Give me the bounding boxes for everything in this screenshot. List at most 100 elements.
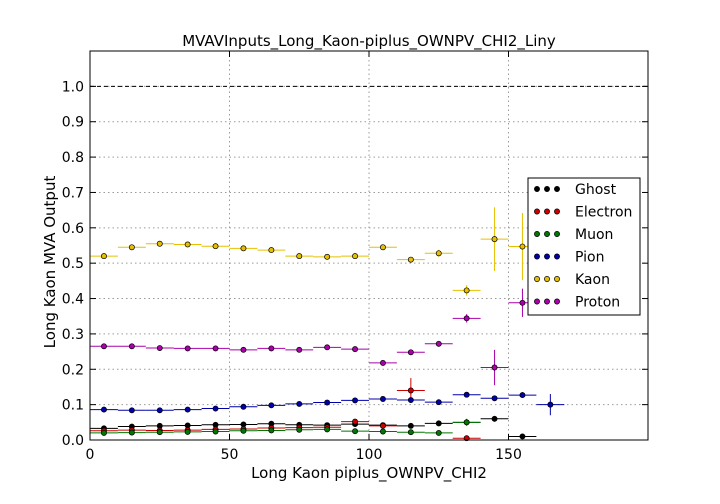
y-tick-label: 0.1 <box>62 398 84 414</box>
data-point <box>240 346 247 353</box>
data-point <box>519 243 526 250</box>
data-point <box>324 399 331 406</box>
legend-label: Proton <box>575 295 620 311</box>
data-point <box>380 396 386 402</box>
data-point <box>491 395 498 402</box>
data-point <box>100 406 107 413</box>
data-point <box>435 340 442 347</box>
data-point <box>240 245 247 252</box>
data-point <box>435 399 442 406</box>
data-point <box>519 392 526 399</box>
data-point <box>240 427 247 434</box>
x-tick-label: 50 <box>221 447 239 463</box>
series-electron <box>90 378 481 442</box>
data-point <box>407 387 414 394</box>
data-point <box>324 426 331 433</box>
legend-marker <box>534 298 540 305</box>
data-point <box>352 346 358 353</box>
data-point <box>324 344 331 351</box>
data-point <box>407 349 414 356</box>
x-axis-label: Long Kaon piplus_OWNPV_CHI2 <box>251 464 487 483</box>
data-point <box>435 250 442 257</box>
y-axis-label: Long Kaon MVA Output <box>41 176 59 349</box>
legend-marker <box>554 298 560 305</box>
data-point <box>212 345 219 352</box>
legend-label: Ghost <box>575 182 617 198</box>
legend-marker <box>554 231 560 237</box>
data-point <box>463 287 470 294</box>
data-point <box>463 419 470 426</box>
x-tick-label: 0 <box>86 447 95 463</box>
data-point <box>240 403 247 410</box>
series-proton <box>90 288 537 386</box>
data-point <box>463 315 470 322</box>
data-point <box>519 433 526 440</box>
data-point <box>212 405 219 412</box>
legend-box <box>527 177 641 316</box>
y-tick-label: 0.5 <box>62 256 84 272</box>
chart-title: MVAVInputs_Long_Kaon-piplus_OWNPV_CHI2_L… <box>182 32 556 51</box>
data-point <box>156 429 163 436</box>
legend-marker <box>544 276 550 282</box>
x-tick-label: 100 <box>356 447 383 463</box>
legend-marker <box>554 253 560 260</box>
data-point <box>380 359 386 366</box>
data-point <box>100 343 107 350</box>
legend-marker <box>534 208 540 215</box>
data-point <box>407 256 414 263</box>
data-point <box>128 244 135 251</box>
legend-label: Electron <box>575 205 632 221</box>
data-point <box>268 345 275 352</box>
data-point <box>184 241 191 248</box>
data-point <box>212 428 219 435</box>
data-point <box>268 427 275 434</box>
legend-marker <box>544 186 550 192</box>
y-tick-label: 0.7 <box>62 185 84 201</box>
data-point <box>184 345 191 352</box>
data-point <box>491 364 498 371</box>
legend-marker <box>554 276 560 282</box>
legend-marker <box>554 186 560 192</box>
series-muon <box>90 418 481 436</box>
data-point <box>128 429 135 436</box>
data-point <box>380 428 386 435</box>
data-point <box>156 407 163 414</box>
y-tick-label: 0.4 <box>62 292 84 308</box>
series-kaon <box>90 207 537 296</box>
legend: Ghost Electron Muon Pion Kaon Proton <box>527 177 641 316</box>
data-point <box>435 420 442 427</box>
y-tick-label: 0.9 <box>62 115 84 131</box>
data-point <box>268 247 275 254</box>
data-point <box>296 346 303 353</box>
data-point <box>128 407 135 414</box>
data-point <box>212 243 219 250</box>
data-point <box>352 253 358 260</box>
legend-label: Kaon <box>575 272 610 288</box>
y-tick-label: 0.8 <box>62 150 84 166</box>
legend-marker <box>544 298 550 305</box>
legend-marker <box>544 208 550 215</box>
data-point <box>435 429 442 436</box>
legend-marker <box>534 231 540 237</box>
data-point <box>128 343 135 350</box>
data-point <box>352 397 358 404</box>
legend-marker <box>534 253 540 260</box>
x-tick-label: 150 <box>495 447 522 463</box>
data-point <box>100 429 107 436</box>
data-point <box>380 244 386 251</box>
y-tick-label: 0.6 <box>62 221 84 237</box>
legend-marker <box>544 253 550 260</box>
data-point <box>184 406 191 413</box>
y-tick-label: 0.0 <box>62 433 84 449</box>
legend-marker <box>544 231 550 237</box>
legend-marker <box>534 186 540 192</box>
data-point <box>407 397 414 403</box>
data-point <box>352 418 358 425</box>
data-point <box>407 422 414 429</box>
data-point <box>268 402 275 409</box>
data-point <box>184 428 191 435</box>
data-point <box>380 422 386 429</box>
data-point <box>156 345 163 352</box>
legend-label: Pion <box>575 250 604 266</box>
